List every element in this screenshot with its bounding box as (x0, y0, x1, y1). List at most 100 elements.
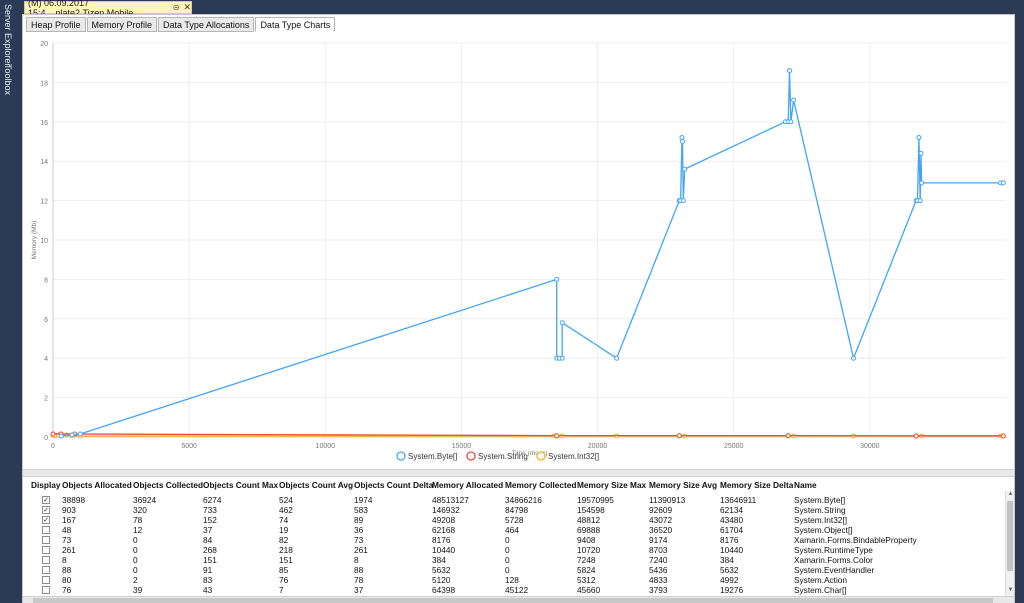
column-header[interactable]: Objects Count Avg (279, 480, 354, 490)
data-point (917, 198, 923, 204)
table-row[interactable]: ✓ 903 320 733 462 583 146932 84798 154598 92609 62… (23, 505, 1003, 515)
table-cell: 733 (203, 505, 217, 515)
y-tick-label: 16 (40, 120, 48, 127)
column-header[interactable]: Memory Size Max (577, 480, 647, 490)
table-cell: 45122 (505, 585, 529, 595)
table-row[interactable]: 38 0 41 39 38 3344 0 3544 3391 3344 ElmSharp.Smart… (23, 595, 1003, 596)
column-header[interactable]: Objects Count Delta (354, 480, 434, 490)
tab-data-type-allocations[interactable]: Data Type Allocations (158, 17, 255, 32)
profiler-window: Heap Profile Memory Profile Data Type Al… (22, 14, 1015, 603)
table-cell: 92609 (649, 505, 673, 515)
table-cell: 151 (279, 555, 293, 565)
table-cell: 62134 (720, 505, 744, 515)
tab-data-type-charts[interactable]: Data Type Charts (255, 17, 336, 32)
scroll-down-icon[interactable]: ▼ (1007, 587, 1014, 593)
column-header[interactable]: Memory Allocated (432, 480, 504, 490)
horizontal-scroll-thumb[interactable] (33, 598, 993, 603)
scroll-up-icon[interactable]: ▲ (1007, 491, 1014, 497)
scroll-thumb[interactable] (1007, 501, 1013, 571)
table-row[interactable]: 8 0 151 151 8 384 0 7248 7240 384 Xamarin.Forms.Co… (23, 555, 1003, 565)
display-checkbox[interactable] (42, 556, 50, 564)
table-cell: 48 (62, 525, 72, 535)
data-point (1000, 180, 1006, 186)
table-cell: 128 (505, 575, 519, 585)
table-cell: 5728 (505, 515, 524, 525)
table-cell: 88 (354, 565, 364, 575)
column-header[interactable]: Objects Allocated (62, 480, 132, 490)
table-row[interactable]: ✓ 167 78 152 74 89 49208 5728 48812 43072 43480 Sys… (23, 515, 1003, 525)
table-horizontal-scrollbar[interactable] (23, 596, 1014, 603)
table-cell: 39 (279, 595, 288, 596)
close-icon[interactable]: ✕ (183, 2, 191, 12)
document-tab[interactable]: (M) 06.09.2017 15:4....plate2.Tizen.Mobi… (24, 0, 192, 18)
data-point (851, 355, 857, 361)
column-header[interactable]: Display (31, 480, 61, 490)
table-cell: 84 (203, 535, 213, 545)
table-cell: 48513127 (432, 495, 469, 505)
display-checkbox[interactable]: ✓ (42, 516, 50, 524)
tab-memory-profile[interactable]: Memory Profile (86, 17, 158, 32)
table-cell: 4833 (649, 575, 668, 585)
display-checkbox[interactable] (42, 536, 50, 544)
x-tick-label: 15000 (452, 443, 472, 450)
table-cell: 64398 (432, 585, 456, 595)
table-row[interactable]: 80 2 83 76 78 5120 128 5312 4833 4992 System.Actio… (23, 575, 1003, 585)
table-vertical-scrollbar[interactable]: ▲ ▼ (1005, 491, 1014, 596)
table-row[interactable]: ✓ 38898 36924 6274 524 1974 48513127 34866216 19… (23, 495, 1003, 505)
table-cell: 43 (203, 585, 213, 595)
display-checkbox[interactable]: ✓ (42, 496, 50, 504)
table-cell: 80 (62, 575, 72, 585)
table-cell: 39 (133, 585, 143, 595)
y-tick-label: 2 (44, 396, 48, 403)
display-checkbox[interactable] (42, 586, 50, 594)
table-row[interactable]: 48 12 37 19 36 62168 464 69888 36520 61704 System.… (23, 525, 1003, 535)
table-cell: 10720 (577, 545, 601, 555)
display-checkbox[interactable] (42, 526, 50, 534)
data-point (559, 320, 565, 326)
column-header[interactable]: Name (794, 480, 817, 490)
table-cell: 43480 (720, 515, 744, 525)
table-row[interactable]: 88 0 91 85 88 5632 0 5824 5436 5632 System.EventHa… (23, 565, 1003, 575)
table-cell: Xamarin.Forms.Color (794, 555, 873, 565)
table-cell: System.EventHandler (794, 565, 875, 575)
table-cell: 9408 (577, 535, 596, 545)
column-header[interactable]: Objects Collected (133, 480, 204, 490)
column-header[interactable]: Memory Size Delta (720, 480, 794, 490)
table-row[interactable]: 73 0 84 82 73 8176 0 9408 9174 8176 Xamarin.Forms.… (23, 535, 1003, 545)
table-row[interactable]: 261 0 268 218 261 10440 0 10720 8703 10440 System.… (23, 545, 1003, 555)
display-checkbox[interactable] (42, 546, 50, 554)
table-cell: 268 (203, 545, 217, 555)
table-cell: 5312 (577, 575, 596, 585)
column-header[interactable]: Memory Collected (505, 480, 577, 490)
legend-label: System.Byte[] (408, 452, 457, 461)
display-checkbox[interactable]: ✓ (42, 506, 50, 514)
column-header[interactable]: Objects Count Max (203, 480, 279, 490)
data-point (680, 198, 686, 204)
table-cell: 384 (432, 555, 446, 565)
table-cell: 45660 (577, 585, 601, 595)
y-tick-label: 14 (40, 159, 48, 166)
sidebar-tab-server-explorer[interactable]: Server Explorer (3, 4, 13, 67)
display-checkbox[interactable] (42, 576, 50, 584)
table-cell: 34866216 (505, 495, 542, 505)
sidebar-tab-toolbox[interactable]: Toolbox (3, 64, 13, 96)
table-cell: 8 (354, 555, 359, 565)
data-point (785, 433, 791, 439)
pane-splitter[interactable] (23, 469, 1014, 477)
tab-heap-profile[interactable]: Heap Profile (26, 17, 86, 32)
table-cell: 89 (354, 515, 364, 525)
table-cell: 0 (505, 545, 510, 555)
table-cell: System.Int32[] (794, 515, 848, 525)
table-cell: System.Char[] (794, 585, 847, 595)
table-cell: System.String (794, 505, 846, 515)
table-row[interactable]: 76 39 43 7 37 64398 45122 45660 3793 19276 System.… (23, 585, 1003, 595)
data-point (919, 180, 925, 186)
x-tick-label: 25000 (724, 443, 744, 450)
table-cell: 48812 (577, 515, 601, 525)
table-cell: 5824 (577, 565, 596, 575)
series-line-0 (61, 70, 1004, 437)
pin-icon[interactable]: ⊝ (172, 3, 180, 12)
display-checkbox[interactable] (42, 566, 50, 574)
column-header[interactable]: Memory Size Avg (649, 480, 718, 490)
data-point (559, 355, 565, 361)
